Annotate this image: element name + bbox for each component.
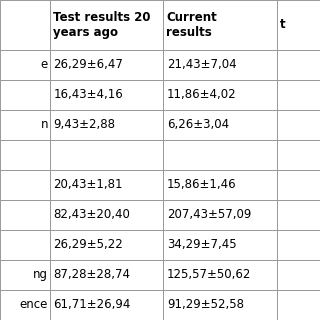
Bar: [163, 170, 277, 200]
Bar: [163, 110, 277, 140]
Bar: [163, 230, 277, 260]
Text: 11,86±4,02: 11,86±4,02: [167, 88, 237, 101]
Bar: [163, 0, 277, 50]
Bar: [0, 260, 50, 290]
Text: 125,57±50,62: 125,57±50,62: [167, 268, 252, 281]
Bar: [163, 80, 277, 110]
Text: 9,43±2,88: 9,43±2,88: [53, 118, 116, 131]
Text: 61,71±26,94: 61,71±26,94: [53, 299, 131, 311]
Text: Current
results: Current results: [166, 11, 217, 39]
Bar: [0, 200, 50, 230]
Bar: [0, 140, 50, 170]
Bar: [50, 0, 163, 50]
Text: 207,43±57,09: 207,43±57,09: [167, 208, 252, 221]
Text: 6,26±3,04: 6,26±3,04: [167, 118, 229, 131]
Text: 34,29±7,45: 34,29±7,45: [167, 238, 237, 252]
Text: t: t: [280, 18, 286, 31]
Bar: [277, 170, 320, 200]
Bar: [163, 200, 277, 230]
Bar: [277, 140, 320, 170]
Text: 87,28±28,74: 87,28±28,74: [53, 268, 131, 281]
Text: 20,43±1,81: 20,43±1,81: [53, 178, 123, 191]
Bar: [277, 110, 320, 140]
Text: 82,43±20,40: 82,43±20,40: [53, 208, 130, 221]
Bar: [0, 290, 50, 320]
Bar: [50, 140, 163, 170]
Bar: [163, 290, 277, 320]
Bar: [277, 50, 320, 80]
Text: 26,29±6,47: 26,29±6,47: [53, 58, 123, 71]
Bar: [163, 260, 277, 290]
Bar: [277, 260, 320, 290]
Text: n: n: [41, 118, 48, 131]
Bar: [0, 230, 50, 260]
Text: 91,29±52,58: 91,29±52,58: [167, 299, 244, 311]
Bar: [0, 80, 50, 110]
Text: 26,29±5,22: 26,29±5,22: [53, 238, 123, 252]
Text: ence: ence: [20, 299, 48, 311]
Bar: [0, 170, 50, 200]
Bar: [0, 0, 50, 50]
Bar: [277, 290, 320, 320]
Bar: [50, 260, 163, 290]
Text: Test results 20
years ago: Test results 20 years ago: [53, 11, 150, 39]
Bar: [50, 230, 163, 260]
Bar: [50, 200, 163, 230]
Bar: [0, 110, 50, 140]
Text: 16,43±4,16: 16,43±4,16: [53, 88, 123, 101]
Bar: [163, 50, 277, 80]
Bar: [50, 170, 163, 200]
Bar: [163, 140, 277, 170]
Bar: [50, 80, 163, 110]
Text: 21,43±7,04: 21,43±7,04: [167, 58, 237, 71]
Bar: [277, 80, 320, 110]
Bar: [277, 230, 320, 260]
Bar: [0, 50, 50, 80]
Text: e: e: [41, 58, 48, 71]
Text: 15,86±1,46: 15,86±1,46: [167, 178, 237, 191]
Bar: [50, 290, 163, 320]
Bar: [50, 110, 163, 140]
Bar: [277, 200, 320, 230]
Bar: [50, 50, 163, 80]
Bar: [277, 0, 320, 50]
Text: ng: ng: [33, 268, 48, 281]
